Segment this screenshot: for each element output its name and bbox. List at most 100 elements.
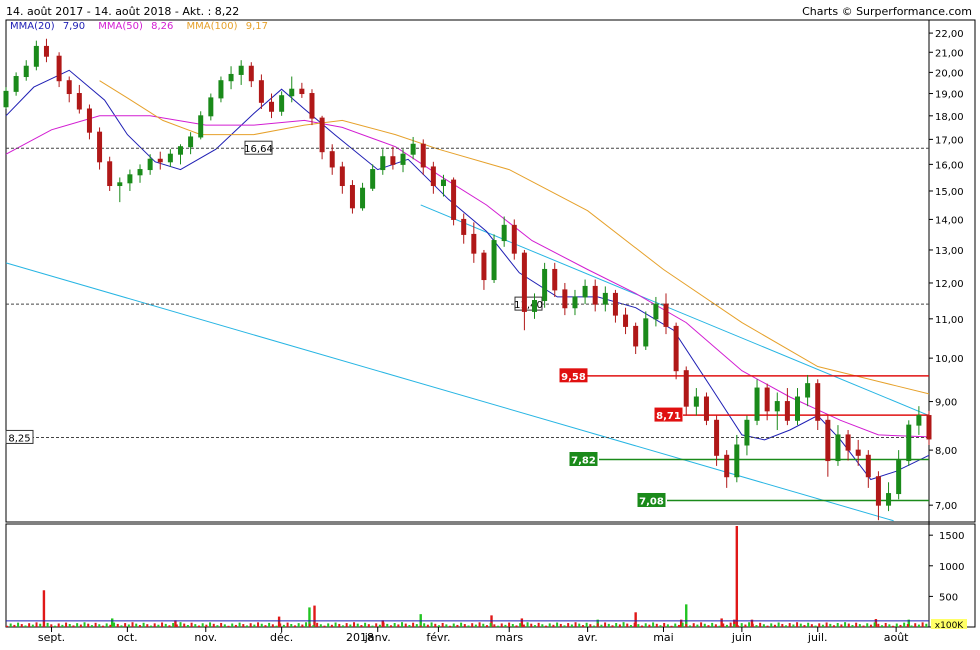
volume-bar (277, 616, 281, 627)
volume-bar (205, 624, 208, 627)
volume-bar (111, 618, 114, 627)
volume-bar (179, 622, 182, 627)
volume-bar (183, 623, 186, 627)
volume-bar (423, 623, 426, 627)
candle-body (420, 143, 426, 168)
volume-bar (53, 625, 56, 627)
volume-bar (238, 622, 241, 627)
candle-body (360, 187, 366, 209)
volume-bar (293, 625, 296, 627)
x-tick-label: nov. (194, 631, 217, 644)
volume-bar (279, 623, 282, 627)
volume-bar (744, 624, 747, 627)
volume-bar (596, 623, 599, 627)
volume-bar (341, 625, 344, 627)
y-tick-label: 15,00 (935, 187, 964, 198)
volume-bar (297, 623, 300, 627)
volume-bar (607, 623, 610, 627)
volume-bar (441, 622, 444, 627)
volume-bar (157, 624, 160, 627)
volume-bar (172, 623, 175, 627)
volume-bar (397, 624, 400, 627)
volume-bar (679, 619, 683, 627)
volume-bar (216, 625, 219, 627)
level-label: 8,71 (656, 411, 681, 422)
volume-bar (725, 624, 728, 627)
volume-bar (618, 624, 621, 627)
volume-bar (733, 619, 736, 627)
volume-bar (796, 622, 799, 627)
y-tick-label: 8,00 (935, 446, 957, 457)
volume-bar (921, 622, 924, 627)
volume-bar (681, 622, 684, 627)
volume-bar (570, 624, 573, 627)
legend-mma50: MMA(50) 8,26 (98, 21, 174, 32)
volume-panel-frame (5, 523, 976, 628)
volume-bar (869, 624, 872, 627)
candle-body (532, 300, 538, 312)
volume-bar (548, 623, 551, 627)
volume-bar (212, 623, 215, 627)
candle-body (3, 90, 9, 108)
volume-bar (735, 526, 739, 627)
volume-bar (648, 624, 651, 627)
volume-bar (401, 622, 404, 627)
volume-bar (197, 625, 200, 627)
candle-body (875, 476, 881, 506)
volume-bar (670, 625, 673, 627)
volume-bar (61, 624, 64, 627)
volume-bar (810, 624, 813, 627)
volume-bar (42, 625, 45, 627)
volume-bar (28, 623, 31, 627)
candle-body (521, 252, 527, 312)
volume-bar (57, 623, 60, 627)
x-tick-label: mai (653, 631, 674, 644)
legend-mma20: MMA(20) 7,90 (10, 21, 86, 32)
volume-bar (785, 625, 788, 627)
volume-bar (530, 623, 533, 627)
volume-bar (720, 618, 723, 627)
volume-bar (201, 623, 204, 627)
volume-bar (604, 622, 607, 627)
volume-bar (611, 625, 614, 627)
candle-body (188, 136, 194, 148)
volume-bar (493, 624, 496, 627)
volume-bar (375, 623, 378, 627)
volume-bar (426, 624, 429, 627)
volume-bar (386, 623, 389, 627)
volume-bar (755, 625, 758, 627)
y-tick-label: 10,00 (935, 354, 964, 365)
volume-bar (142, 622, 145, 627)
volume-bar (153, 623, 156, 627)
candle-body (764, 387, 770, 412)
volume-bar (268, 622, 271, 627)
volume-bar (866, 623, 869, 627)
volume-bar (892, 625, 895, 627)
volume-bar (762, 624, 765, 627)
candle-body (835, 434, 841, 462)
volume-bar (504, 624, 507, 627)
candle-body (673, 325, 679, 372)
series-mma50 (5, 115, 930, 438)
volume-bar (751, 623, 754, 627)
volume-bar (899, 624, 902, 627)
volume-bar (313, 605, 316, 627)
volume-bar (209, 622, 212, 627)
y-tick-label: 17,00 (935, 135, 964, 146)
volume-bar (308, 607, 311, 627)
volume-bar (419, 625, 422, 627)
candle-body (774, 401, 780, 412)
candle-body (309, 93, 315, 119)
volume-bar (844, 622, 847, 627)
volume-bar (46, 622, 49, 627)
volume-bar (338, 623, 341, 627)
candle-body (805, 383, 811, 398)
volume-bar (696, 624, 699, 627)
volume-bar (851, 624, 854, 627)
volume-bar (707, 625, 710, 627)
y-tick-label: 16,00 (935, 160, 964, 171)
candle-body (886, 493, 892, 506)
volume-bar (500, 623, 503, 627)
volume-bar (382, 622, 385, 627)
